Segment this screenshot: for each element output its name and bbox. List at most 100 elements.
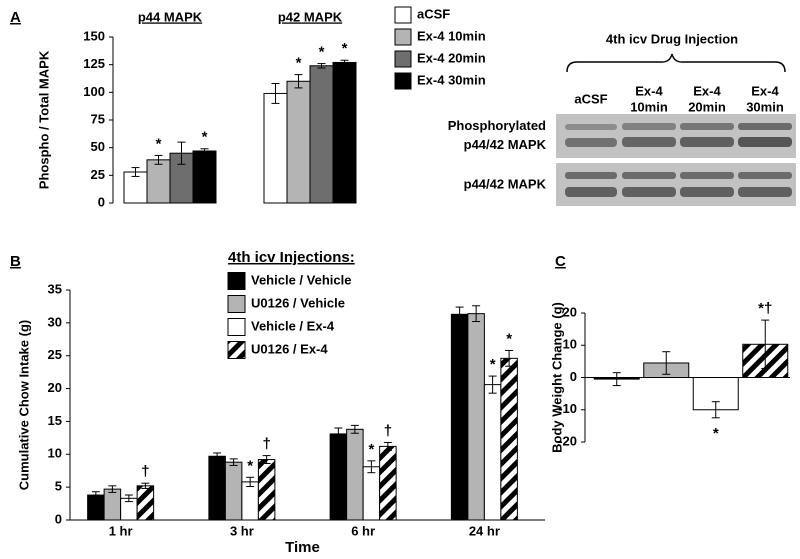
y-tick-label: 0 bbox=[570, 369, 577, 384]
panel-label: B bbox=[10, 253, 21, 270]
legend-swatch bbox=[394, 28, 412, 46]
y-tick-label: 125 bbox=[83, 56, 105, 71]
bar bbox=[346, 428, 364, 521]
legend-label: U0126 / Ex-4 bbox=[251, 341, 328, 356]
significance-mark: † bbox=[141, 463, 149, 480]
y-tick-label: -10 bbox=[558, 401, 577, 416]
bar bbox=[257, 459, 276, 521]
y-tick-label: 10 bbox=[563, 337, 577, 352]
legend-swatch bbox=[227, 341, 246, 359]
row-label: Phosphorylated bbox=[448, 118, 546, 133]
legend-label: Ex-4 30min bbox=[417, 72, 486, 87]
y-tick-label: 30 bbox=[48, 314, 62, 329]
row-label: p44/42 MAPK bbox=[464, 137, 547, 152]
lane-label: Ex-4 bbox=[693, 83, 721, 98]
bar bbox=[362, 466, 381, 521]
y-axis-label: Cumulative Chow Intake (g) bbox=[16, 320, 31, 490]
category-label: p42 MAPK bbox=[278, 9, 343, 24]
y-tick-label: 0 bbox=[98, 194, 105, 209]
legend-label: Ex-4 10min bbox=[417, 28, 486, 43]
bar bbox=[500, 357, 518, 521]
y-axis-label: Body Weight Change (g) bbox=[549, 302, 564, 453]
significance-mark: * bbox=[156, 135, 162, 152]
legend-swatch bbox=[394, 50, 412, 68]
y-tick-label: 25 bbox=[91, 167, 105, 182]
lane-label: 10min bbox=[630, 99, 668, 114]
legend-title: 4th icv Injections: bbox=[228, 249, 355, 266]
bar bbox=[286, 80, 311, 204]
y-axis-label: Phospho / Total MAPK bbox=[36, 50, 51, 189]
x-tick-label: 24 hr bbox=[469, 523, 500, 538]
y-tick-label: 35 bbox=[48, 281, 62, 296]
legend-label: Vehicle / Ex-4 bbox=[251, 318, 335, 333]
legend-label: U0126 / Vehicle bbox=[251, 295, 345, 310]
bar bbox=[103, 488, 122, 521]
legend-label: aCSF bbox=[417, 6, 450, 21]
significance-mark: * bbox=[368, 441, 374, 458]
significance-mark: * bbox=[296, 55, 302, 72]
category-label: p44 MAPK bbox=[138, 9, 203, 24]
bar bbox=[450, 313, 469, 521]
legend-label: Vehicle / Vehicle bbox=[251, 272, 351, 287]
bar bbox=[208, 455, 226, 521]
bar bbox=[192, 150, 217, 204]
legend-swatch bbox=[227, 295, 246, 313]
row-label: p44/42 MAPK bbox=[464, 176, 547, 191]
western-blot bbox=[556, 53, 796, 206]
significance-mark: † bbox=[262, 436, 270, 453]
legend-swatch bbox=[227, 272, 246, 290]
significance-mark: *† bbox=[758, 300, 772, 317]
bar bbox=[241, 481, 259, 521]
x-tick-label: 6 hr bbox=[351, 523, 375, 538]
y-tick-label: 20 bbox=[48, 380, 62, 395]
panel-label: A bbox=[10, 9, 21, 26]
blot-image bbox=[556, 114, 796, 158]
lane-label: aCSF bbox=[574, 91, 607, 106]
significance-mark: * bbox=[506, 330, 512, 347]
y-tick-label: 50 bbox=[91, 139, 105, 154]
legend-swatch bbox=[227, 318, 246, 336]
bar bbox=[146, 159, 171, 204]
bar bbox=[332, 61, 357, 204]
y-tick-label: 10 bbox=[48, 446, 62, 461]
lane-label: Ex-4 bbox=[751, 83, 779, 98]
significance-mark: * bbox=[319, 44, 325, 61]
legend-swatch bbox=[394, 6, 412, 24]
bar bbox=[483, 384, 502, 521]
bar bbox=[224, 461, 243, 521]
y-tick-label: 75 bbox=[91, 111, 105, 126]
blot-title: 4th icv Drug Injection bbox=[606, 31, 738, 46]
brace bbox=[566, 53, 786, 73]
lane-label: Ex-4 bbox=[635, 83, 663, 98]
bar bbox=[329, 433, 348, 521]
blot-image bbox=[556, 163, 796, 206]
y-tick-label: 100 bbox=[83, 84, 105, 99]
lane-label: 30min bbox=[746, 99, 784, 114]
x-tick-label: 3 hr bbox=[230, 523, 254, 538]
bar bbox=[263, 92, 288, 204]
significance-mark: * bbox=[202, 129, 208, 146]
bar bbox=[467, 313, 485, 521]
y-tick-label: 15 bbox=[48, 413, 62, 428]
panel-label: C bbox=[555, 253, 566, 270]
significance-mark: † bbox=[384, 422, 392, 439]
bar bbox=[309, 65, 334, 204]
y-tick-label: 20 bbox=[563, 304, 577, 319]
lane-label: 20min bbox=[688, 99, 726, 114]
significance-mark: * bbox=[490, 356, 496, 373]
y-tick-label: 0 bbox=[55, 511, 62, 526]
bar bbox=[379, 445, 397, 521]
significance-mark: * bbox=[713, 425, 719, 442]
y-tick-label: 150 bbox=[83, 28, 105, 43]
x-axis-label: Time bbox=[285, 539, 320, 556]
legend-swatch bbox=[394, 72, 412, 90]
x-tick-label: 1 hr bbox=[109, 523, 133, 538]
legend-label: Ex-4 20min bbox=[417, 50, 486, 65]
significance-mark: * bbox=[342, 40, 348, 57]
y-tick-label: -20 bbox=[558, 433, 577, 448]
blot-bands bbox=[565, 123, 792, 197]
bar bbox=[136, 485, 155, 521]
significance-mark: * bbox=[247, 457, 253, 474]
y-tick-label: 25 bbox=[48, 347, 62, 362]
